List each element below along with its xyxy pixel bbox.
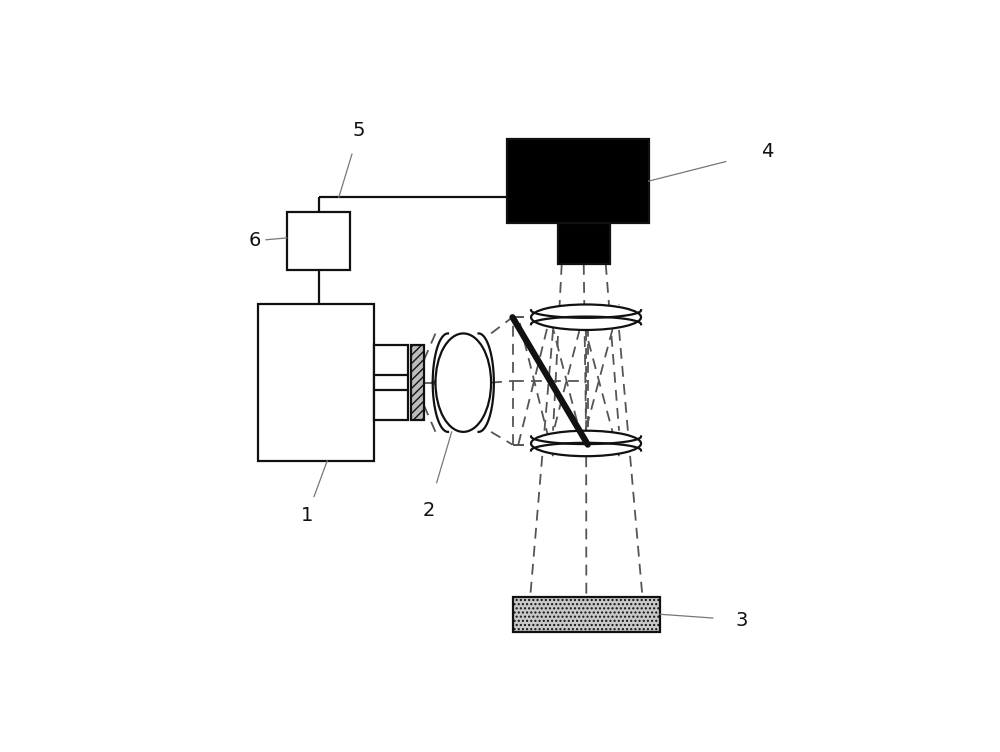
Text: 3: 3	[735, 611, 747, 629]
Bar	[411, 345, 424, 420]
Bar	[558, 223, 610, 264]
Text: 1: 1	[301, 506, 313, 526]
Ellipse shape	[531, 305, 641, 330]
Text: 5: 5	[353, 121, 365, 141]
Bar	[374, 345, 408, 420]
Text: 4: 4	[761, 141, 773, 160]
Ellipse shape	[531, 431, 641, 456]
Text: 6: 6	[249, 232, 261, 250]
Text: 2: 2	[422, 501, 435, 520]
Ellipse shape	[435, 333, 491, 432]
Bar	[512, 597, 660, 632]
Bar	[258, 305, 374, 461]
Bar	[287, 212, 350, 270]
Bar	[507, 139, 649, 223]
